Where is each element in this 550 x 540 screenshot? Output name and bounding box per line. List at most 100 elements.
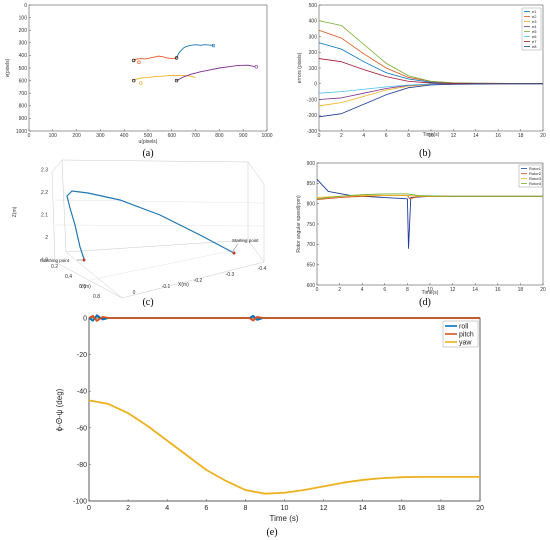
xtick-label: 0 bbox=[87, 505, 91, 512]
xtick-label: 18 bbox=[518, 133, 524, 139]
ytick-label: 0 bbox=[83, 316, 87, 323]
legend-label: e3 bbox=[532, 19, 537, 24]
xtick-label: 600 bbox=[168, 133, 177, 139]
series-line-pitch bbox=[88, 314, 480, 322]
plot-c-start-label: Starting point bbox=[232, 238, 259, 243]
xtick-label: 800 bbox=[215, 133, 224, 139]
plot-a-series bbox=[133, 44, 256, 81]
xtick-label: 0 bbox=[28, 133, 31, 139]
panel-label-b: (b) bbox=[419, 148, 431, 159]
series-line-1 bbox=[133, 55, 177, 61]
legend-label: roll bbox=[459, 323, 469, 330]
xtick-label: 4 bbox=[361, 287, 364, 293]
plot-e-series bbox=[88, 314, 480, 495]
legend-label: Rotor1 bbox=[529, 166, 542, 171]
xtick-label: 16 bbox=[398, 505, 406, 512]
ytick-label: 600 bbox=[19, 78, 28, 84]
panel-e: -100 -80 -60 -40 -20 0 0 2 4 6 8 10 12 14 16 18 20 roll… bbox=[55, 314, 484, 538]
plot-c-zticks: 1.9 2 2.1 2.2 2.3 bbox=[41, 168, 48, 264]
panel-label-e: (e) bbox=[266, 527, 277, 538]
legend-label: Rotor2 bbox=[529, 171, 542, 176]
ytick-label: 800 bbox=[19, 104, 28, 110]
feature-marker bbox=[132, 58, 136, 63]
plot-b-ylabel: errors (pixels) bbox=[297, 52, 303, 83]
plot-a-frame bbox=[28, 4, 268, 132]
feature-marker bbox=[139, 81, 143, 85]
plot-c-trajectory bbox=[66, 190, 235, 260]
xtick-label: 10 bbox=[427, 287, 433, 293]
xtick-label: 20 bbox=[540, 287, 546, 293]
xtick-label: 500 bbox=[144, 133, 153, 139]
xtick-label: -0.1 bbox=[162, 284, 171, 290]
ytick-label: 1000 bbox=[16, 129, 27, 135]
xtick-label: 18 bbox=[437, 505, 445, 512]
legend-label: Rotor3 bbox=[529, 176, 542, 181]
plot-b-yticks: -300 -200 -100 0 100 200 300 400 500 bbox=[307, 3, 321, 135]
xtick-label: 16 bbox=[495, 133, 501, 139]
plot-d-yticks: 600 650 700 750 800 850 900 bbox=[307, 161, 319, 289]
plot-c-zlabel: Z(m) bbox=[12, 206, 18, 217]
series-line-3 bbox=[176, 64, 256, 81]
xtick-label: 4 bbox=[165, 505, 169, 512]
legend-label: yaw bbox=[459, 339, 472, 346]
ytick-label: 400 bbox=[309, 19, 318, 25]
ytick-label: -60 bbox=[77, 425, 87, 432]
xtick-label: 2 bbox=[126, 505, 130, 512]
ytick-label: -100 bbox=[307, 97, 317, 103]
ytick-label: 500 bbox=[19, 66, 28, 72]
plot-e-frame bbox=[88, 317, 481, 502]
ytick-label: -20 bbox=[77, 352, 87, 359]
xtick-label: 18 bbox=[518, 287, 524, 293]
xtick-label: 12 bbox=[450, 287, 456, 293]
legend-box bbox=[518, 164, 543, 188]
xtick-label: 8 bbox=[406, 287, 409, 293]
plot-a-ylabel: v(pixels) bbox=[5, 58, 11, 77]
ytick-label: -200 bbox=[307, 113, 317, 119]
plot-c-box bbox=[51, 159, 265, 299]
ytick-label: 200 bbox=[309, 50, 318, 56]
plot-b-xlabel: Time(s) bbox=[423, 132, 440, 138]
ytick-label: 0.4 bbox=[65, 274, 72, 280]
feature-marker bbox=[211, 43, 216, 48]
xtick-label: -0.4 bbox=[258, 266, 267, 272]
panel-c: 1.922.12.22.3 0.20.40.60.8 -0.4-0.3-0.2-… bbox=[12, 159, 267, 308]
panel-label-d: (d) bbox=[419, 297, 431, 308]
ztick-label: 2 bbox=[45, 235, 48, 241]
xtick-label: 14 bbox=[359, 505, 367, 512]
xtick-label: -0.2 bbox=[194, 278, 203, 284]
plot-b-frame bbox=[318, 4, 544, 132]
plot-a-xlabel: u(pixels) bbox=[139, 139, 158, 145]
plot-d-xticks: 0 2 4 6 8 10 12 14 16 18 20 bbox=[316, 283, 546, 293]
xtick-label: 4 bbox=[362, 133, 365, 139]
legend-label: e1 bbox=[532, 9, 537, 14]
xtick-label: 1000 bbox=[261, 133, 272, 139]
panel-b: -300 -200 -100 0 100 200 300 400 500 0 2 4 6 8 10 12 14… bbox=[297, 3, 546, 159]
plot-e-xlabel: Time (s) bbox=[269, 514, 298, 523]
xtick-label: 100 bbox=[49, 133, 58, 139]
ytick-label: -40 bbox=[77, 389, 87, 396]
panel-a: 0 100 200 300 400 500 600 700 800 900 1000 0 100 200… bbox=[5, 3, 273, 159]
xtick-label: 12 bbox=[451, 133, 457, 139]
plot-c-ylabel: Y(m) bbox=[80, 284, 91, 290]
ytick-label: 300 bbox=[309, 34, 318, 40]
ztick-label: 1.9 bbox=[41, 258, 48, 264]
legend-label: e7 bbox=[532, 39, 537, 44]
plot-b-xticks: 0 2 4 6 8 10 12 14 16 18 20 bbox=[318, 129, 546, 139]
panel-label-c: (c) bbox=[142, 297, 153, 308]
ytick-label: 100 bbox=[309, 66, 318, 72]
xtick-label: 6 bbox=[204, 505, 208, 512]
plot-a-yticks: 0 100 200 300 400 500 600 700 800 900 1000 bbox=[16, 3, 31, 135]
xtick-label: 8 bbox=[407, 133, 410, 139]
xtick-label: 2 bbox=[338, 287, 341, 293]
plot-c-start-leader bbox=[232, 243, 239, 252]
plot-e-yticks: -100 -80 -60 -40 -20 0 bbox=[73, 316, 91, 506]
ytick-label: 300 bbox=[19, 41, 28, 47]
xtick-label: 6 bbox=[383, 287, 386, 293]
ytick-label: 0.8 bbox=[93, 294, 100, 300]
plot-d-xlabel: Time(s) bbox=[422, 290, 439, 296]
ztick-label: 2.2 bbox=[41, 190, 48, 196]
panel-label-a: (a) bbox=[142, 148, 153, 159]
